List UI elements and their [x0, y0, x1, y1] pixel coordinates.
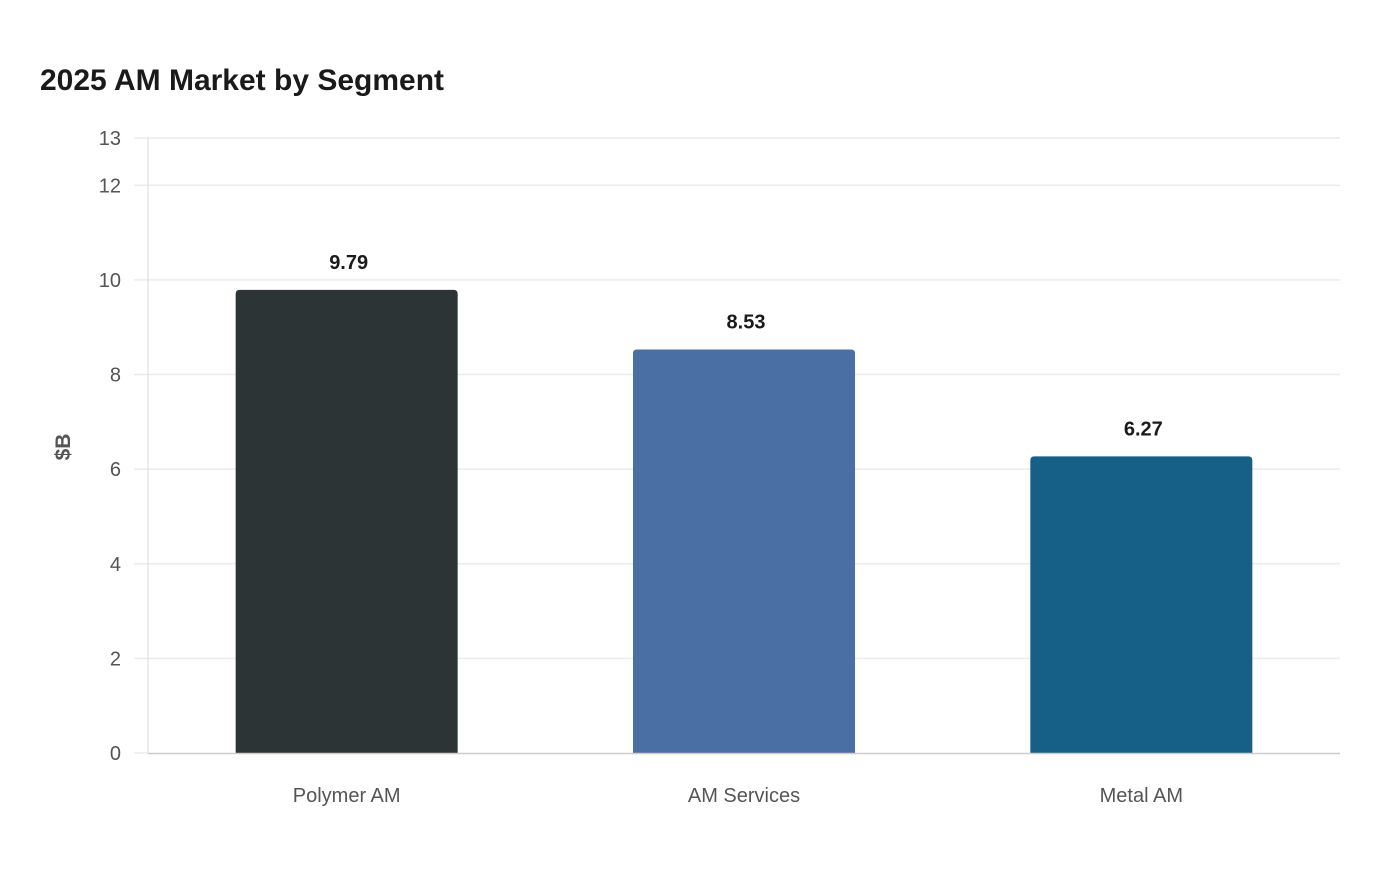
x-tick-label: Polymer AM	[293, 785, 401, 807]
y-tick-label: 0	[110, 743, 121, 765]
chart-title: 2025 AM Market by Segment	[40, 64, 444, 97]
data-label: 9.79	[329, 252, 368, 274]
y-tick-label: 4	[110, 554, 121, 576]
bar	[1030, 456, 1253, 753]
data-label: 6.27	[1124, 418, 1163, 440]
x-tick-label: AM Services	[688, 785, 800, 807]
y-tick-label: 10	[99, 270, 121, 292]
y-axis-ticks: 0 2 4 6 8 10 12 13	[99, 128, 121, 765]
x-tick-label: Metal AM	[1100, 785, 1183, 807]
y-tick-label: 8	[110, 365, 121, 387]
y-axis-label: $B	[52, 434, 75, 461]
y-tick-label: 12	[99, 175, 121, 197]
bars: 9.79 8.53 6.27	[235, 252, 1253, 753]
bar	[633, 349, 855, 753]
bar	[235, 289, 458, 753]
data-label: 8.53	[727, 311, 766, 333]
y-tick-label: 2	[110, 648, 121, 670]
y-tick-label: 6	[110, 459, 121, 481]
x-axis-ticks: Polymer AM AM Services Metal AM	[293, 785, 1183, 807]
y-tick-label: 13	[99, 128, 121, 150]
